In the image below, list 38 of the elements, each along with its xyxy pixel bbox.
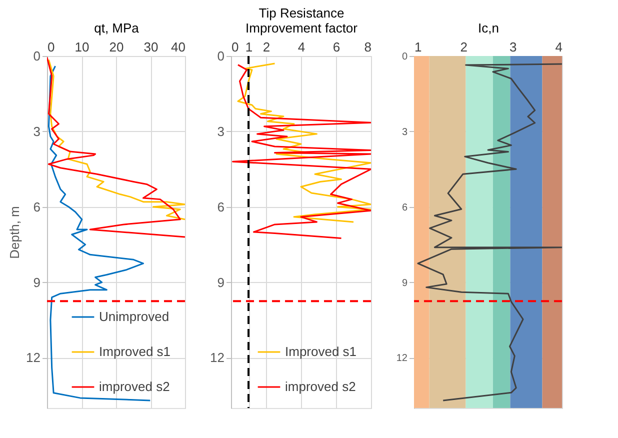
x-axis-title: qt, MPa xyxy=(94,20,140,36)
x-tick-label: 20 xyxy=(109,40,124,54)
x-tick-label: 4 xyxy=(298,40,306,54)
x-tick-label: 30 xyxy=(144,40,158,54)
y-axis-title: Depth, m xyxy=(7,206,22,259)
y-tick-label: 3 xyxy=(217,124,224,139)
y-tick-label: 3 xyxy=(33,124,40,139)
x-tick-label: 0 xyxy=(48,40,55,54)
x-tick-label: 2 xyxy=(262,40,270,54)
legend-label: Improved s1 xyxy=(99,344,171,359)
x-tick-label: 0 xyxy=(232,40,239,54)
y-tick-label: 6 xyxy=(33,199,40,214)
y-tick-label: 0 xyxy=(402,52,408,62)
x-tick-label: 8 xyxy=(364,40,372,54)
x-tick-label: 3 xyxy=(510,40,517,54)
x-tick-label: 2 xyxy=(460,40,468,54)
y-tick-label: 6 xyxy=(217,199,224,214)
legend-label: improved s2 xyxy=(99,379,170,394)
x-axis-title: Tip Resistance Improvement factor xyxy=(246,6,358,36)
y-tick-label: 9 xyxy=(33,274,40,290)
y-tick-label: 12 xyxy=(26,350,40,366)
y-tick-label: 12 xyxy=(210,350,224,366)
y-tick-label: 6 xyxy=(402,202,408,214)
y-tick-label: 9 xyxy=(217,274,224,290)
y-tick-label: 3 xyxy=(402,126,408,138)
y-tick-label: 12 xyxy=(396,353,408,364)
legend-label: Improved s1 xyxy=(285,344,357,359)
x-tick-label: 4 xyxy=(555,40,562,54)
x-axis-title: Ic,n xyxy=(478,20,499,36)
x-tick-label: 1 xyxy=(245,40,253,54)
legend-label: improved s2 xyxy=(285,379,356,394)
x-tick-label: 10 xyxy=(74,40,90,54)
y-tick-label: 9 xyxy=(402,278,408,289)
line-series xyxy=(417,63,562,402)
x-tick-label: 6 xyxy=(332,40,340,54)
x-tick-label: 1 xyxy=(414,40,422,54)
legend-label: Unimproved xyxy=(99,309,170,324)
x-tick-label: 40 xyxy=(171,40,186,54)
